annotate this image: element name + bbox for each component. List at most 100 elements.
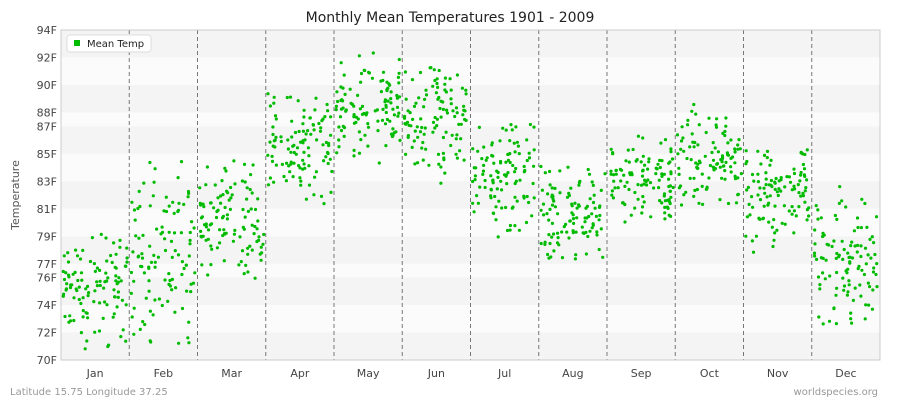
data-point (819, 216, 823, 220)
data-point (585, 204, 590, 208)
data-point (187, 341, 191, 345)
data-point (250, 191, 254, 195)
data-point (136, 255, 140, 259)
data-point (390, 134, 394, 139)
data-point (395, 93, 399, 98)
footer-source: worldspecies.org (794, 387, 878, 398)
data-point (704, 130, 708, 135)
data-point (623, 184, 627, 188)
data-point (734, 201, 739, 205)
data-point (849, 244, 853, 248)
data-point (499, 159, 503, 164)
data-point (845, 271, 849, 275)
data-point (132, 279, 136, 283)
data-point (652, 186, 656, 190)
data-point (237, 263, 241, 267)
data-point (490, 143, 494, 147)
data-point (227, 198, 231, 202)
data-point (392, 113, 396, 117)
data-point (697, 123, 701, 127)
data-point (822, 233, 826, 237)
data-point (721, 156, 725, 160)
data-point (328, 157, 332, 161)
data-point (799, 173, 803, 177)
data-point (792, 167, 796, 171)
data-point (513, 195, 517, 199)
data-point (286, 147, 290, 151)
data-point (271, 125, 275, 129)
data-point (862, 272, 867, 277)
data-point (772, 218, 776, 222)
data-point (314, 96, 318, 100)
data-point (460, 86, 464, 90)
data-point (647, 157, 651, 161)
data-point (856, 225, 860, 230)
data-point (556, 236, 560, 240)
data-point (167, 204, 171, 208)
data-point (386, 99, 390, 103)
data-point (266, 153, 270, 157)
data-point (504, 128, 508, 132)
data-point (848, 261, 852, 265)
data-point (494, 205, 498, 209)
data-point (669, 172, 673, 176)
data-point (773, 181, 777, 185)
data-point (359, 71, 364, 76)
data-point (125, 260, 129, 264)
data-point (294, 152, 298, 156)
data-point (160, 303, 164, 308)
data-point (422, 105, 426, 109)
data-point (481, 172, 485, 176)
data-point (859, 254, 863, 259)
data-point (667, 198, 671, 202)
data-point (246, 246, 250, 250)
data-point (384, 144, 388, 148)
data-point (864, 262, 868, 266)
data-point (660, 159, 664, 163)
data-point (513, 181, 517, 186)
data-point (528, 122, 533, 127)
data-point (711, 141, 715, 145)
data-point (802, 167, 807, 171)
data-point (584, 252, 589, 256)
data-point (110, 260, 114, 265)
data-point (711, 165, 715, 169)
data-point (840, 239, 844, 243)
data-point (838, 185, 842, 189)
data-point (856, 243, 860, 247)
data-point (835, 286, 839, 290)
data-point (868, 285, 872, 289)
y-tick-label: 94F (37, 24, 57, 37)
data-point (837, 255, 841, 259)
data-point (77, 285, 81, 289)
data-point (336, 99, 340, 104)
data-point (450, 133, 454, 137)
data-point (449, 102, 453, 106)
data-point (639, 183, 644, 187)
data-point (256, 219, 260, 223)
data-point (391, 127, 395, 131)
data-point (304, 132, 308, 136)
data-point (773, 187, 777, 191)
data-point (329, 115, 333, 119)
data-point (733, 150, 737, 154)
data-point (614, 168, 618, 173)
data-point (206, 228, 211, 232)
data-point (491, 178, 495, 182)
data-point (543, 171, 547, 175)
data-point (671, 185, 675, 190)
data-point (750, 239, 755, 243)
data-point (872, 266, 876, 270)
data-point (657, 178, 661, 182)
data-point (147, 279, 151, 283)
data-point (547, 256, 551, 260)
data-point (489, 174, 493, 178)
data-point (548, 169, 552, 174)
data-point (859, 244, 863, 248)
data-point (777, 179, 781, 183)
plot-frame (60, 29, 881, 361)
data-point (435, 117, 439, 121)
x-tick-label: Mar (221, 367, 242, 380)
data-point (711, 158, 716, 162)
data-point (182, 202, 186, 206)
